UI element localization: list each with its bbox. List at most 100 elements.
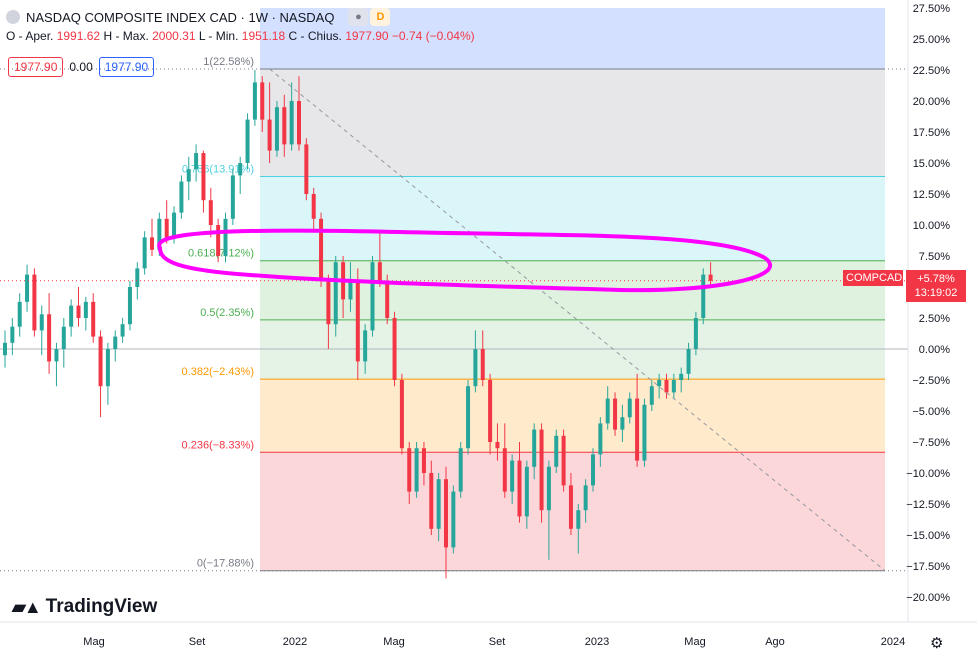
candle — [466, 386, 471, 449]
eye-icon[interactable]: ● — [348, 8, 369, 26]
candle — [83, 301, 88, 318]
candle — [392, 318, 397, 380]
candle — [267, 119, 272, 151]
fib-zone — [260, 69, 885, 177]
chart-legend: NASDAQ COMPOSITE INDEX CAD · 1W · NASDAQ… — [6, 8, 475, 43]
y-tick-label: −2.50% — [912, 375, 950, 387]
candle — [554, 435, 559, 467]
tradingview-logo[interactable]: ▰▲ TradingView — [12, 596, 157, 618]
candle — [421, 448, 426, 473]
candle — [620, 417, 625, 430]
symbol-price-label: COMPCAD — [843, 270, 903, 286]
x-tick-label: Ago — [765, 636, 785, 648]
symbol-title[interactable]: NASDAQ COMPOSITE INDEX CAD · 1W · NASDAQ — [26, 9, 335, 25]
candle — [142, 237, 147, 269]
candle — [495, 442, 500, 449]
candle — [127, 287, 132, 325]
fib-level-label: 0.382(−2.43%) — [182, 366, 254, 378]
candle — [32, 274, 37, 331]
x-tick-label: 2022 — [283, 636, 307, 648]
candle — [76, 305, 81, 318]
candle — [54, 349, 59, 362]
candle — [568, 485, 573, 529]
candle — [679, 373, 684, 380]
candle — [414, 448, 419, 492]
open-label: O - Aper. — [6, 29, 54, 43]
candle — [311, 194, 316, 219]
candle — [591, 454, 595, 486]
y-tick-label: 0.00% — [919, 344, 950, 356]
tradingview-logo-icon: ▰▲ — [12, 596, 42, 617]
y-tick-label: −7.50% — [912, 437, 950, 449]
candle — [105, 349, 110, 387]
x-tick-label: 2023 — [585, 636, 609, 648]
candle — [488, 380, 493, 442]
candle — [649, 386, 654, 405]
candle — [10, 326, 15, 343]
tradingview-logo-text: TradingView — [45, 596, 158, 617]
candle — [172, 212, 177, 238]
close-value: 1977.90 — [345, 29, 389, 43]
candle — [671, 380, 676, 393]
candle — [260, 82, 265, 120]
candle — [216, 225, 221, 256]
y-tick-label: −5.00% — [912, 406, 950, 418]
candle — [598, 423, 603, 455]
candle — [208, 200, 213, 225]
y-tick-label: 22.50% — [913, 65, 951, 77]
fib-level-label: 0.618(7.12%) — [188, 248, 254, 260]
candle — [297, 101, 301, 145]
candle — [657, 380, 662, 387]
candle — [25, 274, 30, 302]
candle — [524, 466, 529, 517]
x-tick-label: Set — [489, 636, 506, 648]
candle — [502, 448, 507, 492]
candle — [333, 262, 338, 325]
candle — [17, 301, 22, 327]
candle — [348, 280, 353, 300]
candle — [627, 398, 632, 418]
candle — [407, 448, 412, 492]
candle — [642, 404, 647, 461]
candle — [223, 218, 228, 256]
candle — [458, 448, 463, 492]
change-value: −0.74 (−0.04%) — [391, 29, 475, 43]
low-label: L - Min. — [198, 29, 239, 43]
candle — [510, 460, 515, 492]
candle — [355, 280, 360, 362]
y-tick-label: 2.50% — [919, 313, 950, 325]
candle — [561, 435, 566, 486]
fib-zone — [260, 379, 885, 453]
y-tick-label: −12.50% — [906, 499, 950, 511]
buy-price-button[interactable]: 1977.90 — [98, 57, 155, 77]
low-value: 1951.18 — [241, 29, 286, 43]
candle — [444, 479, 448, 548]
high-value: 2000.31 — [152, 29, 196, 43]
candle — [399, 380, 404, 449]
candle — [135, 268, 140, 287]
x-tick-label: Mag — [83, 636, 104, 648]
delayed-data-badge[interactable]: D — [370, 8, 391, 26]
sell-price-button[interactable]: 1977.90 — [8, 57, 64, 77]
candle — [532, 429, 537, 467]
candle — [238, 163, 243, 176]
candle — [150, 237, 154, 250]
candle — [480, 349, 485, 380]
fib-level-label: 0.786(13.91%) — [182, 164, 254, 176]
candle — [179, 181, 184, 213]
y-tick-label: −17.50% — [906, 561, 950, 573]
candle — [385, 280, 390, 318]
candle — [157, 218, 162, 250]
gear-icon[interactable]: ⚙ — [930, 635, 944, 652]
trade-price-boxes: 1977.90 0.00 1977.90 — [8, 57, 155, 77]
candle — [583, 485, 588, 511]
candle — [98, 336, 103, 387]
candle — [113, 336, 118, 349]
y-tick-label: −10.00% — [906, 468, 950, 480]
spread-value: 0.00 — [69, 60, 93, 74]
y-tick-label: 12.50% — [913, 189, 951, 201]
x-tick-label: Set — [189, 636, 206, 648]
symbol-logo-icon — [6, 10, 20, 24]
